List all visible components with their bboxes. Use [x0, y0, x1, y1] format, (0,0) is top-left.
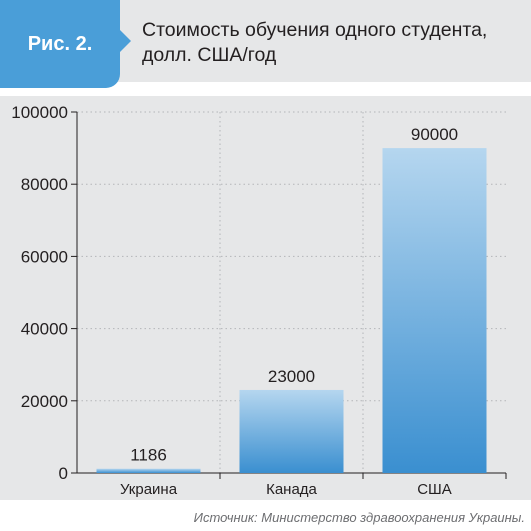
chart-title-line-2: долл. США/год	[142, 44, 277, 66]
y-tick-label: 0	[59, 464, 68, 483]
y-tick-label: 20000	[21, 392, 68, 411]
label-layer: 1186 Украина 23000 Канада 90000 США	[120, 125, 458, 498]
bar-value-label: 23000	[268, 367, 315, 386]
bar-chart: 0 20000 40000 60000 80000 100000 1186 Украина 2…	[11, 103, 507, 498]
bar-value-label: 90000	[411, 125, 458, 144]
figure-tag-arrow-icon	[120, 30, 131, 52]
x-category-label: Канада	[266, 481, 317, 498]
figure-label: Рис. 2.	[27, 32, 93, 55]
figure-tag: Рис. 2.	[0, 0, 120, 88]
bar	[96, 468, 201, 473]
y-tick-label: 80000	[21, 175, 68, 194]
y-tick-label: 40000	[21, 320, 68, 339]
x-category-label: США	[417, 481, 452, 498]
source-note: Источник: Министерство здравоохранения У…	[193, 510, 525, 525]
bar-layer	[96, 148, 487, 473]
y-tick-label: 100000	[11, 103, 68, 122]
bar	[382, 148, 487, 473]
chart-title: Стоимость обучения одного студента, долл…	[142, 18, 522, 68]
x-category-label: Украина	[120, 481, 178, 498]
bar-value-label: 1186	[130, 446, 167, 465]
chart-title-line-1: Стоимость обучения одного студента,	[142, 19, 488, 41]
y-tick-label: 60000	[21, 247, 68, 266]
bar	[239, 389, 344, 473]
grid-layer	[77, 111, 506, 473]
